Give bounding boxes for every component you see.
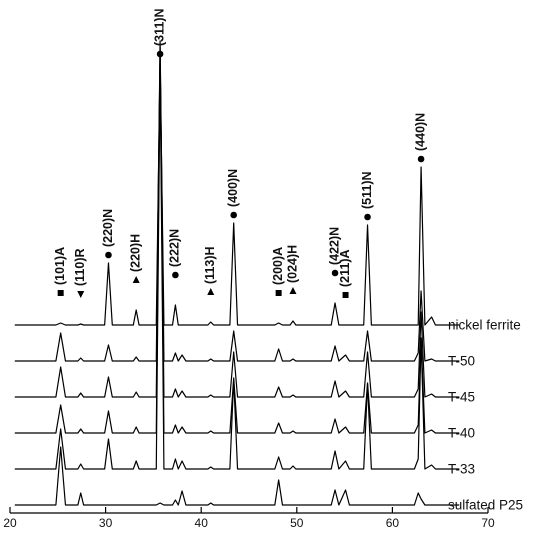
peak-marker (289, 287, 297, 294)
pattern-line (14, 46, 460, 398)
peak-marker (275, 290, 282, 296)
pattern-line (14, 52, 460, 434)
x-tick-label: 40 (195, 516, 209, 530)
peak-marker (417, 155, 425, 163)
peak-label: (024)H (285, 245, 299, 283)
peak-label: (101)A (53, 247, 67, 285)
series-label: nickel ferrite (448, 318, 521, 333)
peak-marker (105, 251, 112, 259)
x-tick-label: 30 (99, 516, 113, 530)
peak-marker (172, 271, 179, 279)
peak-label: (220)N (101, 209, 115, 247)
pattern-line (14, 446, 460, 506)
x-tick-label: 60 (386, 516, 400, 530)
peak-label: (440)N (413, 113, 427, 151)
peak-marker (342, 292, 349, 298)
series-label: T-45 (448, 390, 475, 405)
peak-label: (220)H (128, 234, 142, 272)
x-tick-label: 50 (290, 516, 304, 530)
peak-label: (511)N (360, 171, 374, 209)
peak-marker (331, 269, 339, 277)
series-label: T-33 (448, 462, 475, 477)
peak-label: (113)H (203, 246, 217, 284)
x-tick-label: 70 (481, 516, 495, 530)
peak-label: (311)N (152, 8, 166, 46)
peak-marker (230, 211, 238, 219)
peak-marker (364, 213, 371, 221)
peak-marker (77, 291, 85, 298)
peak-label: (222)N (168, 229, 182, 267)
peak-marker (156, 50, 164, 58)
peak-marker (132, 276, 140, 283)
peak-label: (110)R (73, 248, 87, 286)
peak-marker (57, 290, 64, 296)
peak-label: (422)N (327, 227, 341, 265)
pattern-line (14, 68, 460, 470)
x-tick-label: 20 (3, 516, 17, 530)
peak-label: (400)N (226, 169, 240, 207)
series-label: T-50 (448, 354, 475, 369)
series-label: T-40 (448, 426, 475, 441)
series-label: sulfated P25 (448, 498, 523, 513)
pattern-line (14, 40, 460, 362)
peak-label: (200)A (271, 247, 285, 285)
peak-label: (211)A (338, 249, 352, 287)
pattern-line (14, 61, 460, 326)
peak-marker (207, 288, 215, 295)
